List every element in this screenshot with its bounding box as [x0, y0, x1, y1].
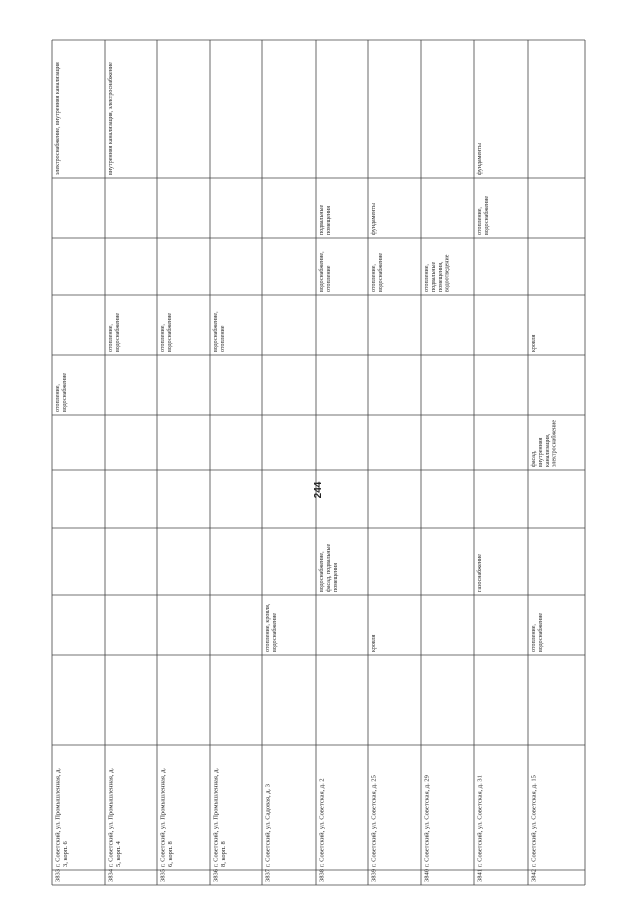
cell-text: фундаменты: [476, 143, 483, 175]
text-line: отопление,: [371, 264, 377, 292]
text-line: водоснабжение,: [212, 311, 219, 352]
row-number: 3841: [477, 869, 484, 882]
text-line: отопление,: [108, 324, 114, 352]
address: г. Советский, ул. Садовая, д. 3: [265, 784, 272, 867]
text-line: водоснабжение: [61, 373, 68, 412]
text-line: г. Советский, ул. Промышленная, д.: [213, 768, 220, 867]
cell-text: водоснабжение,отопление: [318, 251, 332, 292]
text-line: отопление,: [477, 207, 483, 235]
text-line: г. Советский, ул. Промышленная, д.: [160, 768, 167, 867]
text-line: 6, корп. 8: [167, 841, 174, 867]
text-line: внутренняя: [538, 437, 544, 467]
text-line: водоснабжение: [483, 196, 490, 235]
text-line: электроснабжение: [551, 420, 558, 467]
cell-text: отопление,водоснабжение: [531, 613, 544, 652]
text-line: отопление: [220, 325, 226, 352]
row-number: 3837: [265, 868, 272, 882]
text-line: 5, корп. 4: [115, 840, 122, 867]
address: г. Советский, ул. Промышленная, д.3, кор…: [55, 768, 69, 867]
page-number: 244: [313, 481, 324, 498]
text-line: водоснабжение: [114, 313, 121, 352]
text-line: отопление,: [531, 624, 537, 652]
cell-text: внутренняя канализация, электроснабжение: [107, 62, 114, 175]
cell-text: отопление, кровля,водоснабжение: [265, 603, 278, 652]
cell-text: отопление,водоснабжение: [371, 253, 384, 292]
address: г. Советский, ул. Советская, д. 31: [477, 775, 484, 867]
text-line: канализация,: [545, 433, 551, 467]
text-line: помещения: [326, 206, 332, 235]
cell-text: отопление,подвальныепомещения,водоотведе…: [424, 254, 451, 292]
cell-text: кровля: [531, 334, 537, 352]
row-number: 3842: [531, 869, 538, 882]
text-line: отопление, кровля,: [265, 603, 271, 652]
text-line: водоснабжение,: [318, 551, 325, 592]
text-line: водоотведение: [445, 254, 451, 292]
cell-text: кровля: [371, 634, 377, 652]
row-number: 3839: [371, 869, 378, 882]
cell-text: отопление,водоснабжение: [477, 196, 490, 235]
row-number: 3833: [55, 869, 62, 882]
text-line: отопление,: [160, 324, 166, 352]
text-line: отопление,: [424, 264, 430, 292]
text-line: фасад, подвальные: [325, 543, 332, 592]
cell-text: водоснабжение,отопление: [212, 311, 226, 352]
row-number: 3840: [424, 869, 431, 882]
cell-text: водоснабжение,фасад, подвальныепомещения: [318, 543, 339, 592]
text-line: водоснабжение: [377, 253, 384, 292]
text-line: отопление: [326, 265, 332, 292]
address: г. Советский, ул. Промышленная, д.6, кор…: [160, 768, 174, 867]
text-line: водоснабжение,: [318, 251, 325, 292]
text-line: водоснабжение: [271, 613, 278, 652]
text-line: фасад,: [530, 450, 537, 467]
text-line: подвальные: [319, 204, 325, 235]
text-line: подвальные: [431, 261, 437, 292]
cell-text: отопление,водоснабжение: [55, 373, 68, 412]
cell-text: газоснабжение: [476, 554, 483, 592]
row-number: 3836: [213, 868, 220, 882]
address: г. Советский, ул. Промышленная, д.5, кор…: [108, 768, 122, 867]
text-line: водоснабжение: [537, 613, 544, 652]
text-line: помещения,: [438, 261, 444, 292]
text-line: помещения: [333, 563, 339, 592]
address: г. Советский, ул. Советская, д. 15: [531, 775, 538, 867]
text-line: г. Советский, ул. Промышленная, д.: [55, 768, 62, 867]
address: г. Советский, ул. Советская, д. 25: [371, 775, 378, 867]
address: г. Советский, ул. Промышленная, д.8, кор…: [213, 768, 227, 867]
text-line: отопление,: [55, 384, 61, 412]
cell-text: подвальныепомещения: [319, 204, 332, 235]
cell-text: отопление,водоснабжение: [160, 313, 173, 352]
text-line: 8, корп. 8: [220, 841, 227, 867]
row-number: 3838: [319, 869, 326, 882]
text-line: водоснабжение: [166, 313, 173, 352]
text-line: г. Советский, ул. Промышленная, д.: [108, 768, 115, 867]
cell-text: отопление,водоснабжение: [108, 313, 121, 352]
address: г. Советский, ул. Советская, д. 2: [319, 778, 326, 867]
cell-text: фасад,внутренняяканализация,электроснабж…: [530, 420, 558, 467]
row-number: 3835: [160, 869, 167, 882]
text-line: 3, корп. 6: [62, 840, 69, 867]
cell-text: электроснабжение, внутренняя канализация: [54, 62, 61, 175]
address: г. Советский, ул. Советская, д. 29: [424, 775, 431, 867]
cell-text: фундаменты: [370, 203, 377, 235]
row-number: 3834: [108, 868, 115, 882]
